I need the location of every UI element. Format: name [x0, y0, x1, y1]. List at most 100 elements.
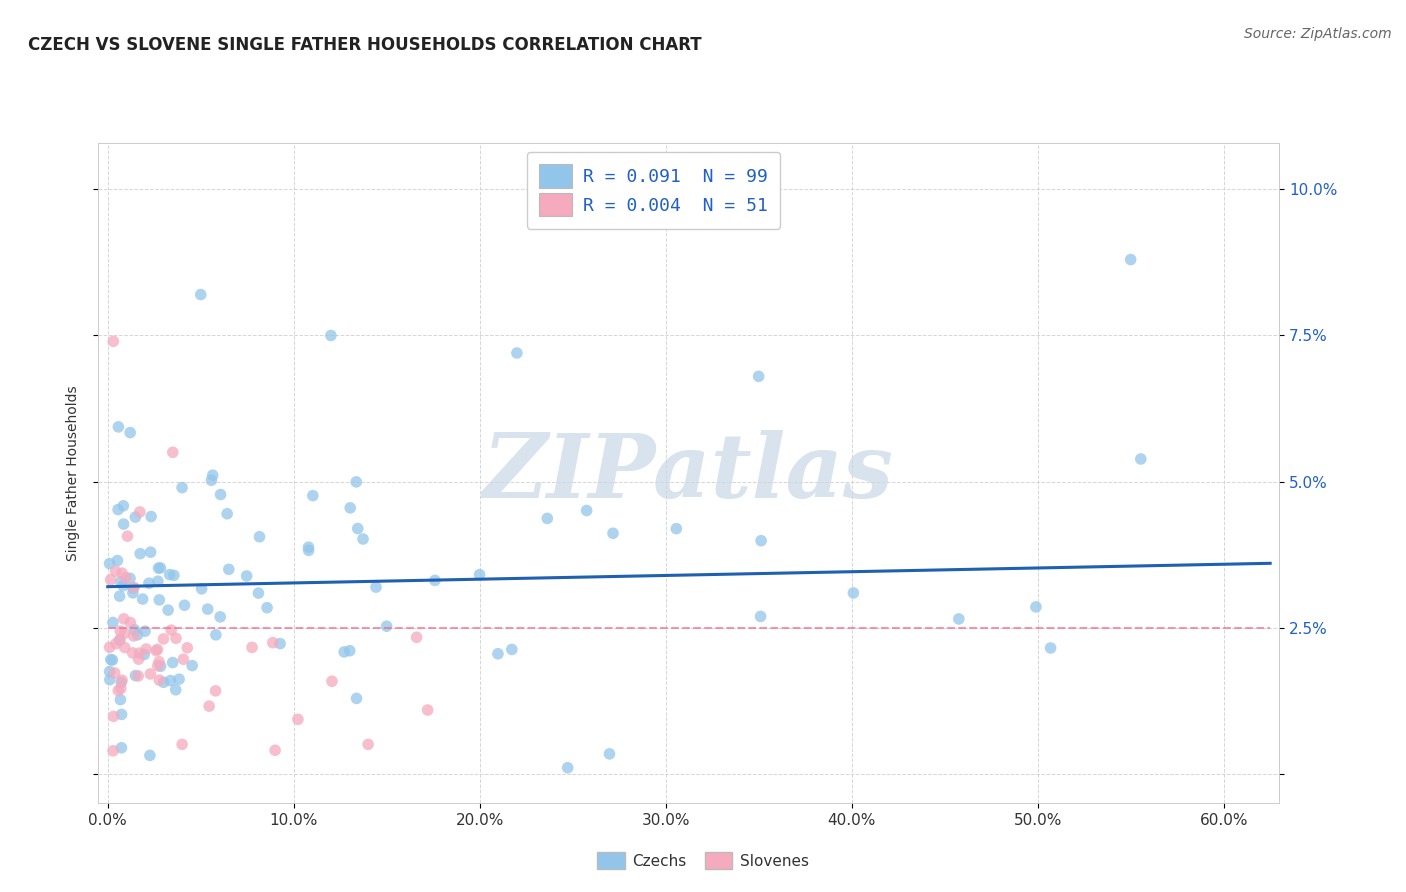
- Point: [173, 599, 195, 613]
- Point: [107, 683, 129, 698]
- Point: [101, 744, 124, 758]
- Point: [269, 637, 291, 651]
- Point: [103, 709, 125, 723]
- Point: [165, 682, 187, 697]
- Point: [423, 574, 446, 588]
- Point: [104, 564, 127, 578]
- Point: [112, 517, 135, 532]
- Point: [139, 748, 162, 763]
- Text: Source: ZipAtlas.com: Source: ZipAtlas.com: [1244, 27, 1392, 41]
- Point: [98, 665, 121, 679]
- Point: [117, 529, 139, 543]
- Point: [110, 692, 132, 706]
- Point: [346, 522, 368, 536]
- Point: [146, 642, 169, 657]
- Point: [352, 532, 374, 546]
- Point: [145, 644, 167, 658]
- Point: [262, 635, 284, 649]
- Point: [602, 526, 624, 541]
- Point: [339, 644, 361, 658]
- Point: [201, 468, 224, 483]
- Point: [557, 761, 579, 775]
- Point: [209, 487, 232, 501]
- Point: [302, 489, 325, 503]
- Point: [131, 592, 153, 607]
- Point: [204, 684, 226, 698]
- Point: [124, 623, 146, 637]
- Point: [98, 673, 121, 687]
- Legend: Czechs, Slovenes: Czechs, Slovenes: [591, 846, 815, 875]
- Point: [107, 502, 129, 516]
- Point: [665, 522, 688, 536]
- Point: [598, 747, 620, 761]
- Point: [122, 581, 145, 595]
- Point: [148, 561, 170, 575]
- Legend: R = 0.091  N = 99, R = 0.004  N = 51: R = 0.091 N = 99, R = 0.004 N = 51: [527, 152, 780, 229]
- Point: [235, 569, 257, 583]
- Point: [146, 658, 169, 673]
- Point: [127, 669, 149, 683]
- Point: [346, 691, 368, 706]
- Point: [100, 573, 122, 587]
- Point: [160, 623, 183, 637]
- Point: [105, 637, 128, 651]
- Point: [506, 346, 529, 360]
- Point: [200, 473, 222, 487]
- Point: [122, 629, 145, 643]
- Point: [364, 580, 387, 594]
- Point: [536, 511, 558, 525]
- Point: [1039, 640, 1062, 655]
- Point: [172, 738, 194, 752]
- Point: [152, 675, 174, 690]
- Point: [101, 615, 124, 630]
- Point: [298, 543, 321, 558]
- Text: ZIPatlas: ZIPatlas: [484, 430, 894, 516]
- Point: [181, 658, 204, 673]
- Point: [247, 586, 270, 600]
- Point: [148, 593, 170, 607]
- Point: [357, 738, 380, 752]
- Point: [135, 642, 157, 657]
- Point: [1119, 252, 1142, 267]
- Point: [103, 334, 125, 349]
- Point: [198, 699, 221, 714]
- Point: [948, 612, 970, 626]
- Point: [120, 425, 142, 440]
- Point: [107, 420, 129, 434]
- Point: [112, 612, 135, 626]
- Point: [110, 624, 132, 638]
- Point: [149, 659, 172, 673]
- Point: [129, 547, 152, 561]
- Point: [101, 653, 124, 667]
- Point: [197, 602, 219, 616]
- Point: [98, 557, 121, 571]
- Point: [190, 287, 212, 301]
- Point: [264, 743, 287, 757]
- Point: [139, 509, 162, 524]
- Point: [217, 507, 239, 521]
- Point: [842, 586, 865, 600]
- Point: [146, 574, 169, 589]
- Point: [122, 586, 145, 600]
- Point: [167, 672, 190, 686]
- Point: [749, 533, 772, 548]
- Point: [139, 545, 162, 559]
- Point: [157, 603, 180, 617]
- Point: [218, 562, 240, 576]
- Point: [339, 500, 361, 515]
- Point: [120, 571, 142, 585]
- Point: [575, 503, 598, 517]
- Point: [205, 628, 228, 642]
- Point: [319, 328, 342, 343]
- Point: [333, 645, 356, 659]
- Point: [110, 675, 132, 690]
- Point: [120, 615, 142, 630]
- Text: CZECH VS SLOVENE SINGLE FATHER HOUSEHOLDS CORRELATION CHART: CZECH VS SLOVENE SINGLE FATHER HOUSEHOLD…: [28, 36, 702, 54]
- Point: [748, 369, 770, 384]
- Point: [107, 553, 129, 567]
- Point: [114, 626, 136, 640]
- Point: [108, 589, 131, 603]
- Point: [149, 561, 172, 575]
- Point: [162, 656, 184, 670]
- Point: [122, 581, 145, 595]
